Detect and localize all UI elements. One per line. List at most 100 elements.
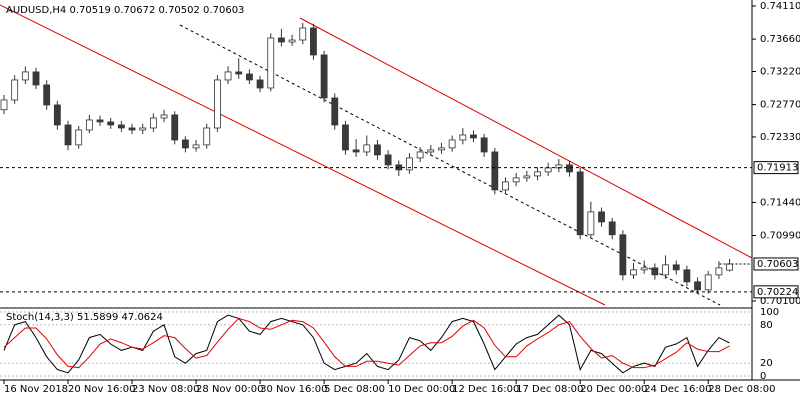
y-tick-label: 80 (760, 320, 773, 331)
candle-body (576, 171, 584, 236)
candle-body (480, 137, 488, 153)
candle-body (544, 167, 552, 173)
candle-body (246, 73, 253, 81)
candle-body (683, 269, 691, 283)
candle-body (203, 127, 211, 146)
x-tick-label: 20 Dec 00:00 (580, 384, 647, 395)
candle-body (75, 129, 83, 146)
candle-body (267, 37, 275, 89)
level-box (753, 285, 799, 299)
y-tick-label: 0.70990 (760, 231, 800, 242)
candle-body (427, 149, 435, 153)
candle-body (651, 267, 659, 276)
candle-body (192, 144, 200, 149)
level-label: 0.70224 (757, 287, 798, 298)
x-tick-label: 16 Nov 2018 (4, 384, 68, 395)
candle-body (224, 71, 232, 81)
candle-body (320, 54, 328, 99)
candle-body (213, 79, 221, 129)
candle-body (662, 264, 669, 276)
y-tick-label: 20 (760, 358, 773, 369)
candle-body (342, 124, 349, 151)
x-tick-label: 10 Dec 00:00 (388, 384, 455, 395)
candle-body (384, 154, 392, 166)
candle-body (171, 114, 179, 141)
candle-body (32, 71, 40, 86)
candle-body (139, 127, 147, 131)
candle-body (459, 134, 467, 141)
candle-body (470, 134, 477, 139)
x-tick-label: 28 Nov 00:00 (196, 384, 263, 395)
candle-body (149, 117, 157, 129)
stoch-title: Stoch(14,3,3) 51.5899 47.0624 (6, 312, 163, 323)
current-price-label: 0.70603 (757, 259, 798, 270)
candle-body (288, 39, 296, 43)
candle-body (43, 84, 51, 106)
candle-body (640, 267, 648, 271)
candle-body (704, 274, 712, 291)
x-tick-label: 30 Nov 16:00 (260, 384, 327, 395)
candle-body (448, 139, 456, 149)
x-tick-label: 20 Nov 16:00 (68, 384, 135, 395)
y-tick-label: 0.72770 (760, 100, 800, 111)
candle-body (715, 267, 723, 276)
y-tick-label: 0.71440 (760, 197, 800, 208)
candle-body (534, 171, 541, 177)
candle-body (278, 37, 285, 43)
candle-body (331, 97, 339, 126)
candle-body (608, 221, 616, 236)
x-tick-label: 28 Dec 08:00 (708, 384, 775, 395)
candle-body (416, 151, 424, 159)
y-tick-label: 0.73660 (760, 34, 800, 45)
candle-body (512, 177, 520, 183)
candle-body (160, 114, 168, 119)
candle-body (587, 211, 595, 236)
candle-body (96, 119, 104, 123)
candle-body (181, 139, 189, 149)
chart-title: AUDUSD,H4 0.70519 0.70672 0.70502 0.7060… (6, 5, 244, 16)
candle-body (726, 263, 733, 271)
candle-body (374, 144, 381, 156)
candle-body (523, 175, 531, 179)
candle-body (438, 147, 445, 151)
x-tick-label: 24 Dec 16:00 (644, 384, 711, 395)
candle-body (598, 211, 605, 223)
candle-body (406, 157, 413, 171)
channel-lower (0, 4, 606, 306)
stoch-line (3, 317, 730, 369)
candle-body (491, 151, 499, 191)
x-tick-label: 5 Dec 08:00 (324, 384, 385, 395)
candle-body (256, 79, 264, 89)
y-tick-label: 0.70100 (760, 296, 800, 307)
candle-body (53, 104, 61, 126)
candle-body (502, 181, 509, 191)
candle-body (85, 119, 93, 131)
candle-body (352, 149, 360, 153)
candle-body (11, 79, 19, 101)
candle-body (694, 281, 701, 291)
y-tick-label: 0.74110 (760, 1, 800, 12)
candle-body (310, 27, 317, 56)
level-box (753, 161, 799, 175)
x-tick-label: 23 Nov 08:00 (132, 384, 199, 395)
candle-body (64, 124, 72, 146)
candle-body (21, 71, 29, 81)
candle-body (363, 144, 371, 153)
candle-body (0, 99, 8, 111)
level-label: 0.71913 (757, 163, 798, 174)
y-tick-label: 100 (760, 307, 779, 318)
y-tick-label: 0.72330 (760, 132, 800, 143)
candle-body (107, 121, 115, 126)
y-tick-label: 0.73220 (760, 66, 800, 77)
channel-upper (299, 17, 753, 259)
candle-body (672, 264, 680, 271)
x-tick-label: 12 Dec 16:00 (452, 384, 519, 395)
trend-line (179, 24, 721, 306)
x-tick-label: 17 Dec 08:00 (516, 384, 583, 395)
candle-body (235, 71, 243, 75)
candle-body (566, 164, 573, 173)
stoch-line (3, 314, 730, 374)
